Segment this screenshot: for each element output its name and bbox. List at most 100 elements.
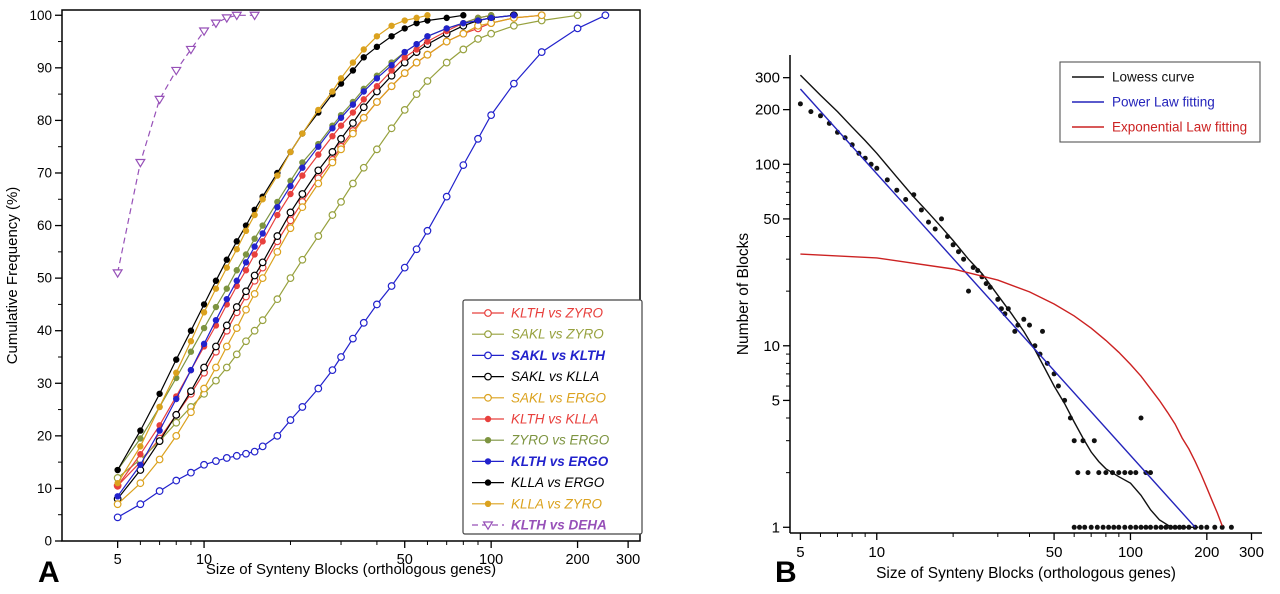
data-point [1082,524,1088,530]
data-point [808,109,814,115]
data-point [903,197,909,202]
data-point [1212,524,1218,530]
y-tick-label: 1 [772,519,780,536]
data-point [894,187,900,193]
data-point [1148,470,1153,476]
series-klth-vs-deha [112,11,261,279]
y-tick-label: 200 [755,102,780,119]
x-axis-title: Size of Synteny Blocks (orthologous gene… [876,565,1176,582]
data-point [975,268,981,273]
y-axis-title-text: Cumulative Frequency (%) [4,187,21,365]
data-point [1128,524,1133,530]
legend-label: SAKL vs ERGO [511,390,607,405]
x-tick-label: 50 [397,552,413,568]
x-tick-label: 100 [479,552,503,568]
x-tick-label: 10 [868,544,885,561]
x-axis-title-text: Size of Synteny Blocks (orthologous gene… [876,565,1176,582]
legend-label: SAKL vs ZYRO [511,327,604,342]
series-line [117,14,514,497]
legend-item: SAKL vs KLLA [472,369,599,384]
legend-label: Power Law fitting [1112,95,1215,110]
data-point [1111,524,1117,530]
x-axis: 5 10 50 100 200 300 [796,533,1264,561]
data-point [1071,438,1077,444]
y-tick-label: 100 [29,8,52,23]
y-tick-label: 50 [37,271,52,286]
data-point [797,101,803,107]
legend-label: KLLA vs ZYRO [511,496,603,511]
legend-label: KLTH vs KLLA [511,412,599,427]
legend: KLTH vs ZYRO SAKL vs ZYRO SAKL vs KLTH SAKL… [462,299,643,535]
panel-b-label: B [775,556,797,589]
data-point [1122,470,1128,476]
x-tick-label: 50 [1046,544,1063,561]
data-point [1027,322,1032,328]
legend-label: KLTH vs DEHA [511,518,607,533]
data-point [1128,470,1133,476]
x-tick-label: 5 [114,552,122,568]
curve-line [800,253,1223,526]
x-axis: 5 10 50 100 200 300 [114,541,640,568]
data-point [983,281,989,287]
legend-item: Lowess curve [1072,70,1195,85]
legend-item: SAKL vs ZYRO [472,327,604,342]
x-tick-label: 100 [1118,544,1143,561]
y-tick-label: 10 [37,481,52,496]
legend-item: ZYRO vs ERGO [472,433,610,448]
legend-item: KLTH vs DEHA [472,518,607,533]
y-tick-label: 5 [772,392,780,409]
y-tick-label: 80 [37,113,52,128]
data-point [1138,415,1144,421]
data-point [1198,524,1204,530]
legend-box [462,299,643,535]
legend: Lowess curve Power Law fitting Exponential… [1059,61,1261,143]
legend-item: Exponential Law fitting [1072,120,1247,135]
data-point [918,207,924,213]
data-point [1094,524,1100,530]
y-axis-title: Cumulative Frequency (%) [4,187,21,365]
x-axis-title-text: Size of Synteny Blocks (orthologous gene… [206,561,496,578]
data-point [1096,470,1102,476]
legend-label: KLLA vs ERGO [511,475,605,490]
legend-label: Lowess curve [1112,70,1195,85]
series-klla-vs-zyro [114,12,431,487]
series-klth-vs-ergo [114,12,518,500]
x-tick-label: 200 [565,552,589,568]
curve-power-law-fitting [799,88,1196,528]
series-klla-vs-ergo [114,12,467,474]
y-tick-label: 90 [37,60,52,75]
series-line [117,14,255,274]
data-point [1138,524,1144,530]
scatter-points [797,101,1234,530]
data-point [1228,524,1234,530]
data-point [874,165,880,171]
y-tick-label: 70 [37,165,52,180]
data-point [1091,438,1097,444]
y-tick-label: 10 [763,338,780,355]
data-point [939,216,944,222]
data-point [1106,524,1112,530]
data-point [1133,470,1139,476]
legend-item: SAKL vs KLTH [472,348,605,363]
x-tick-label: 5 [796,544,804,561]
legend-item: Power Law fitting [1072,95,1215,110]
data-point [1122,524,1128,530]
series-line [117,14,464,471]
data-point [1085,470,1091,476]
data-point [1100,524,1106,530]
data-point [1055,383,1061,389]
legend-label: SAKL vs KLLA [511,369,599,384]
data-point [1077,524,1082,530]
panel-a-chart: 5 10 50 100 200 3000102030405060708090100Size… [4,8,643,578]
legend-label: ZYRO vs ERGO [510,433,610,448]
data-point [1075,470,1081,476]
series-klth-vs-klla [114,12,495,489]
series-sakl-vs-klla [113,11,518,503]
plot-frame [61,9,641,542]
data-point [1116,524,1122,530]
y-tick-label: 60 [37,218,52,233]
data-point [1103,470,1109,476]
legend-item: KLTH vs ZYRO [472,306,604,321]
x-tick-label: 200 [1194,544,1219,561]
